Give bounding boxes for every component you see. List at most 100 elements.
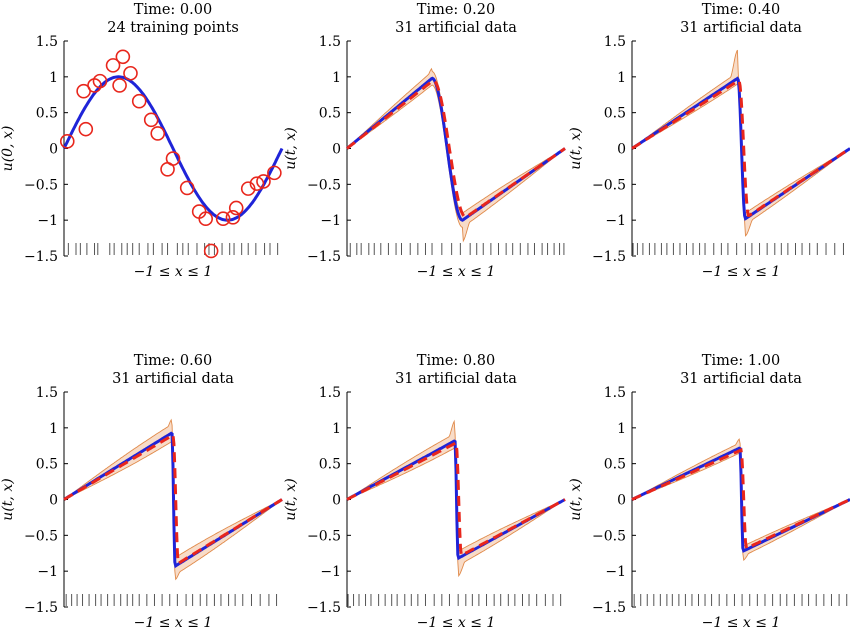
y-tick-label: 1.5 bbox=[36, 385, 58, 401]
y-tick-label: 0 bbox=[332, 142, 341, 158]
y-tick-label: 1 bbox=[49, 70, 58, 86]
training-point bbox=[256, 174, 271, 189]
panel-4: Time: 0.80 31 artificial data 1.5 1 0.5 0 −0.5… bbox=[283, 353, 566, 631]
y-tick-label: −0.5 bbox=[307, 177, 341, 193]
y-tick-label: 0 bbox=[617, 142, 626, 158]
x-axis-label: −1 ≤ x ≤ 1 bbox=[702, 264, 781, 280]
panel-3: Time: 0.60 31 artificial data 1.5 1 0.5 0 −0.5… bbox=[0, 353, 283, 631]
training-point bbox=[240, 181, 256, 196]
y-tick-label: 1 bbox=[49, 421, 58, 437]
rug-marks bbox=[67, 243, 279, 255]
training-point bbox=[105, 58, 121, 73]
prediction-line bbox=[346, 78, 566, 219]
rug-marks bbox=[633, 594, 848, 606]
rug-marks bbox=[347, 594, 562, 606]
y-tick-label: 0 bbox=[617, 493, 626, 509]
panel-subtitle: 31 artificial data bbox=[112, 371, 234, 387]
y-tick-label: 1.5 bbox=[36, 34, 58, 50]
training-point bbox=[59, 134, 75, 149]
panel-1: Time: 0.20 31 artificial data 1.5 1 0.5 0 −0.5… bbox=[283, 2, 566, 280]
y-tick-label: −0.5 bbox=[24, 528, 58, 544]
y-tick-label: 0.5 bbox=[319, 457, 341, 473]
y-axis-label: u(0, x) bbox=[0, 126, 16, 172]
panel-subtitle: 24 training points bbox=[107, 20, 239, 36]
training-point bbox=[143, 112, 159, 128]
y-tick-label: −0.5 bbox=[24, 177, 58, 193]
panel-5: Time: 1.00 31 artificial data 1.5 1 0.5 0 −0.5… bbox=[568, 353, 850, 631]
y-tick-label: −1.5 bbox=[24, 600, 58, 616]
panel-title: Time: 0.60 bbox=[134, 353, 212, 369]
y-tick-label: −1 bbox=[605, 564, 626, 580]
y-axis-label: u(t, x) bbox=[283, 127, 299, 169]
rug-marks bbox=[65, 594, 278, 606]
training-point bbox=[92, 73, 108, 89]
training-point bbox=[112, 78, 127, 93]
y-tick-label: 1 bbox=[332, 421, 341, 437]
panel-subtitle: 31 artificial data bbox=[395, 20, 517, 36]
y-tick-label: −1 bbox=[605, 213, 626, 229]
prediction-line bbox=[631, 447, 850, 551]
y-tick-label: 0.5 bbox=[36, 106, 58, 122]
training-point bbox=[228, 200, 244, 216]
exact-solution-line bbox=[62, 75, 284, 222]
y-axis-label: u(t, x) bbox=[0, 478, 16, 520]
y-tick-label: 1 bbox=[332, 70, 341, 86]
training-point bbox=[179, 180, 195, 196]
uncertainty-band bbox=[631, 49, 850, 237]
y-tick-label: 1.5 bbox=[604, 385, 626, 401]
exact-solution-line bbox=[63, 431, 283, 569]
training-point bbox=[198, 211, 213, 227]
y-tick-label: 0 bbox=[49, 493, 58, 509]
training-point bbox=[115, 49, 131, 65]
panel-2: Time: 0.40 31 artificial data 1.5 1 0.5 0 −0.5… bbox=[568, 2, 850, 280]
y-tick-label: −0.5 bbox=[592, 177, 626, 193]
y-tick-label: −1.5 bbox=[307, 249, 341, 265]
panel-subtitle: 31 artificial data bbox=[680, 371, 802, 387]
x-axis-label: −1 ≤ x ≤ 1 bbox=[417, 615, 496, 631]
y-tick-label: −1.5 bbox=[592, 249, 626, 265]
panel-subtitle: 31 artificial data bbox=[395, 371, 517, 387]
panel-title: Time: 0.00 bbox=[134, 2, 212, 18]
training-point bbox=[123, 65, 138, 81]
y-tick-label: −0.5 bbox=[307, 528, 341, 544]
y-tick-label: 0 bbox=[49, 142, 58, 158]
y-tick-label: −1.5 bbox=[592, 600, 626, 616]
y-tick-label: 1.5 bbox=[604, 34, 626, 50]
y-tick-label: 0.5 bbox=[36, 457, 58, 473]
prediction-line bbox=[631, 79, 850, 218]
y-axis-label: u(t, x) bbox=[283, 478, 299, 520]
uncertainty-band bbox=[346, 67, 566, 243]
training-point bbox=[215, 211, 231, 227]
y-tick-label: −1.5 bbox=[24, 249, 58, 265]
training-point bbox=[267, 165, 282, 181]
y-tick-label: 1 bbox=[617, 70, 626, 86]
panel-title: Time: 0.40 bbox=[702, 2, 780, 18]
rug-marks bbox=[632, 243, 844, 255]
rug-marks bbox=[349, 243, 565, 255]
y-tick-label: −1 bbox=[320, 564, 341, 580]
training-point bbox=[150, 126, 166, 141]
panel-subtitle: 31 artificial data bbox=[680, 20, 802, 36]
y-tick-label: 0.5 bbox=[604, 457, 626, 473]
y-tick-label: 1.5 bbox=[319, 385, 341, 401]
training-point bbox=[225, 210, 241, 225]
panel-title: Time: 0.20 bbox=[417, 2, 495, 18]
x-axis-label: −1 ≤ x ≤ 1 bbox=[702, 615, 781, 631]
training-point bbox=[131, 93, 147, 109]
y-tick-label: −1.5 bbox=[307, 600, 341, 616]
exact-solution-line bbox=[346, 76, 566, 222]
exact-solution-line bbox=[346, 439, 566, 561]
y-tick-label: 0.5 bbox=[319, 106, 341, 122]
y-tick-label: 0.5 bbox=[604, 106, 626, 122]
panel-title: Time: 0.80 bbox=[417, 353, 495, 369]
training-point bbox=[78, 121, 94, 137]
x-axis-label: −1 ≤ x ≤ 1 bbox=[134, 264, 213, 280]
training-point bbox=[249, 176, 265, 191]
training-point bbox=[165, 151, 181, 166]
x-axis-label: −1 ≤ x ≤ 1 bbox=[417, 264, 496, 280]
panel-0: Time: 0.00 24 training points 1.5 1 0.5 0 −0.5… bbox=[0, 2, 284, 280]
x-axis-label: −1 ≤ x ≤ 1 bbox=[134, 615, 213, 631]
y-tick-label: −0.5 bbox=[592, 528, 626, 544]
y-axis-label: u(t, x) bbox=[568, 478, 584, 520]
